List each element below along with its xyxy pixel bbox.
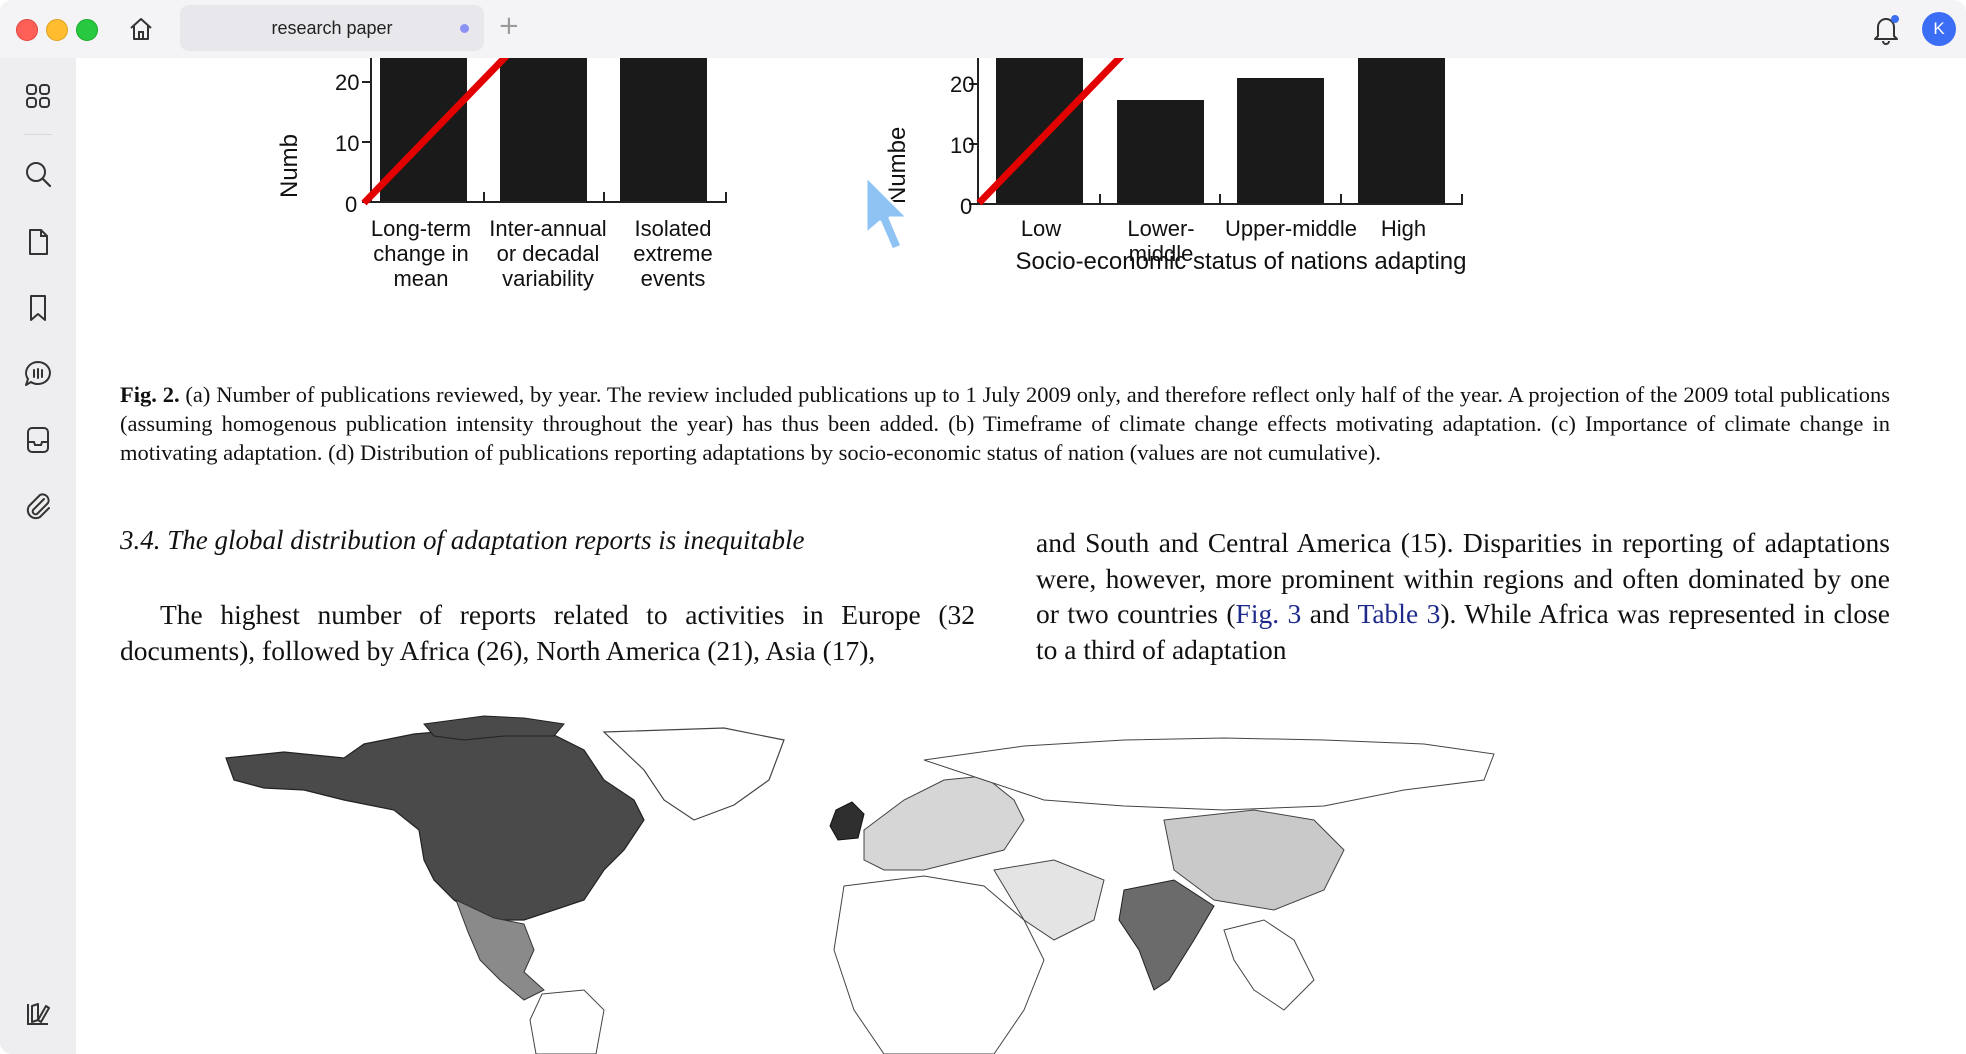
body-paragraph-left: The highest number of reports related to… xyxy=(120,597,975,668)
table-3-link[interactable]: Table 3 xyxy=(1357,598,1441,629)
world-map xyxy=(224,710,1564,1054)
map-uk xyxy=(829,801,865,841)
chart-d-tick-y-0 xyxy=(969,203,978,205)
home-icon[interactable] xyxy=(124,12,158,46)
chart-d-category-2: Upper-middle xyxy=(1224,216,1358,241)
title-bar: research paper + K xyxy=(0,0,1966,58)
chart-c-category-2-line-2: extreme events xyxy=(633,241,713,291)
chart-d-tick-label-10: 10 xyxy=(950,133,975,158)
figure-caption: Fig. 2. (a) Number of publications revie… xyxy=(120,380,1890,467)
chart-d-category-3: High xyxy=(1380,216,1427,241)
map-arctic-islands xyxy=(423,715,565,741)
chart-d-tick-label-0: 0 xyxy=(960,194,973,219)
chart-c-tick-y-10 xyxy=(362,141,371,143)
chart-d-tick-y-20 xyxy=(969,83,978,85)
body-right-mid: and xyxy=(1301,598,1358,629)
body-right-part1: and South and Central America (15). Disp… xyxy=(1036,527,1890,629)
chart-c-category-0: Long-term change in mean xyxy=(356,216,486,291)
bookmark-icon[interactable] xyxy=(22,292,54,324)
map-southeast-asia xyxy=(1223,919,1315,1011)
new-tab-button[interactable]: + xyxy=(498,11,520,41)
grid-icon[interactable] xyxy=(22,80,54,112)
library-icon[interactable] xyxy=(22,998,54,1030)
chart-d-x-axis xyxy=(977,203,1463,205)
chart-d-tick-x-1 xyxy=(1219,194,1221,204)
inbox-icon[interactable] xyxy=(22,424,54,456)
body-paragraph-left-text: The highest number of reports related to… xyxy=(120,599,975,666)
chart-c-category-1-line-3: variability xyxy=(502,266,594,291)
bar-chart-d-0 xyxy=(996,58,1083,204)
sidebar xyxy=(0,58,76,1054)
body-paragraph-right: and South and Central America (15). Disp… xyxy=(1036,525,1890,667)
bar-chart-d-1 xyxy=(1117,100,1204,204)
tab-research-paper[interactable]: research paper xyxy=(180,5,484,51)
bar-chart-c-2 xyxy=(620,58,707,201)
chart-d-projection-line xyxy=(976,58,1125,206)
avatar[interactable]: K xyxy=(1922,12,1956,46)
document-icon[interactable] xyxy=(22,226,54,258)
bar-chart-d-3 xyxy=(1358,58,1445,204)
figure-3-link[interactable]: Fig. 3 xyxy=(1235,598,1302,629)
chart-d-tick-y-10 xyxy=(969,143,978,145)
chart-d-y-axis xyxy=(977,58,979,205)
chart-c-category-2-line-1: Isolated xyxy=(634,216,712,241)
attachment-icon[interactable] xyxy=(22,490,54,522)
chart-c-tick-label-10: 10 xyxy=(335,131,360,156)
bar-chart-c-0 xyxy=(380,58,467,201)
mouse-cursor-icon xyxy=(862,172,912,254)
close-window-button[interactable] xyxy=(16,19,38,41)
chart-c-category-2: Isolated extreme events xyxy=(598,216,748,291)
map-mexico-central-america xyxy=(455,899,545,1001)
chart-c-ylabel: Numb xyxy=(276,133,303,198)
chart-c-x-axis xyxy=(370,201,727,203)
map-china xyxy=(1163,809,1345,911)
chart-d-tick-x-3 xyxy=(1461,194,1463,204)
chart-d-category-0: Low xyxy=(1020,216,1062,241)
map-greenland xyxy=(602,727,785,821)
chart-c-tick-y-20 xyxy=(362,81,371,83)
bell-icon[interactable] xyxy=(1870,12,1902,46)
chart-c-category-0-line-1: Long-term xyxy=(370,216,472,241)
map-europe xyxy=(863,775,1025,871)
section-heading: 3.4. The global distribution of adaptati… xyxy=(120,525,805,555)
chart-c-tick-label-0: 0 xyxy=(345,192,358,217)
chart-c-tick-x-0 xyxy=(483,192,485,202)
map-north-america xyxy=(225,727,645,921)
figure-caption-text: (a) Number of publications reviewed, by … xyxy=(120,382,1890,465)
chart-c-projection-line xyxy=(361,58,510,206)
chart-d-tick-x-0 xyxy=(1099,194,1101,204)
map-middle-east xyxy=(993,859,1105,941)
search-icon[interactable] xyxy=(22,158,54,190)
unsaved-dot-icon xyxy=(460,24,469,33)
chart-c-y-axis xyxy=(370,58,372,203)
figure-caption-label: Fig. 2. xyxy=(120,382,180,407)
map-russia xyxy=(923,737,1495,811)
map-south-america xyxy=(529,989,605,1054)
bar-chart-c-1 xyxy=(500,58,587,201)
chart-c-category-1-line-2: or decadal xyxy=(496,241,600,266)
chart-d-xlabel: Socio-economic status of nations adaptin… xyxy=(1015,248,1467,275)
document-viewer[interactable]: Numb 20 10 0 Long-term change in mean In… xyxy=(76,58,1966,1054)
body-right-part2: ). While Africa was represented in close… xyxy=(1036,598,1891,665)
chat-icon[interactable] xyxy=(22,358,54,390)
zoom-window-button[interactable] xyxy=(76,19,98,41)
chart-c-category-1: Inter-annual or decadal variability xyxy=(482,216,614,291)
chart-c-tick-x-1 xyxy=(603,192,605,202)
chart-c-category-0-line-2: change in xyxy=(373,241,469,266)
chart-c-tick-label-20: 20 xyxy=(335,70,360,95)
bar-chart-d-2 xyxy=(1237,78,1324,204)
map-india xyxy=(1118,879,1215,991)
chart-c-category-1-line-1: Inter-annual xyxy=(489,216,607,241)
tab-title: research paper xyxy=(271,18,393,38)
chart-d-category-1: Lower-middle xyxy=(1127,216,1195,266)
chart-d-tick-label-20: 20 xyxy=(950,72,975,97)
chart-c-tick-x-2 xyxy=(725,192,727,202)
chart-c-category-0-line-3: mean xyxy=(393,266,449,291)
sidebar-divider xyxy=(24,134,52,135)
minimize-window-button[interactable] xyxy=(46,19,68,41)
chart-d-tick-x-2 xyxy=(1340,194,1342,204)
map-africa xyxy=(833,875,1045,1054)
